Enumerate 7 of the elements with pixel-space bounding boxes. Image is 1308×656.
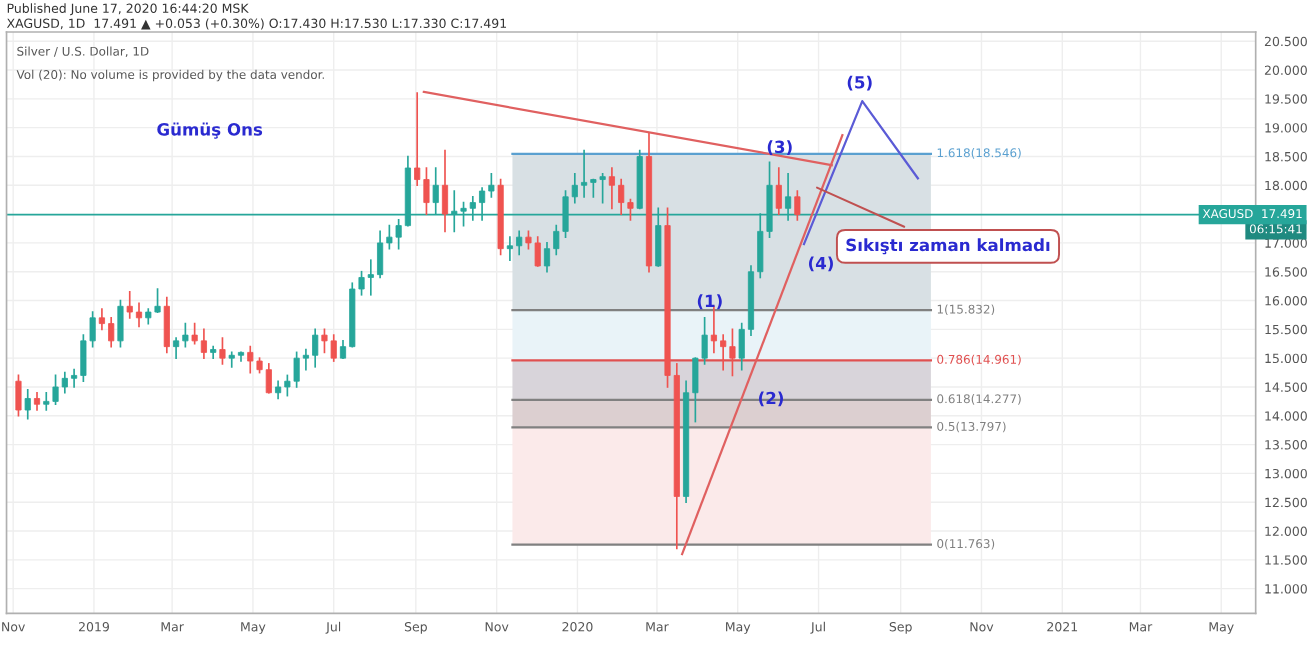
- annotation: Sıkıştı zaman kalmadı: [846, 238, 1050, 255]
- annotation: Gümüş Ons: [157, 122, 263, 139]
- annotation: (5): [847, 75, 872, 91]
- annotation: (3): [767, 140, 792, 156]
- annotation: (1): [697, 294, 722, 310]
- annotation: (2): [759, 391, 783, 407]
- annotation: (4): [809, 256, 833, 272]
